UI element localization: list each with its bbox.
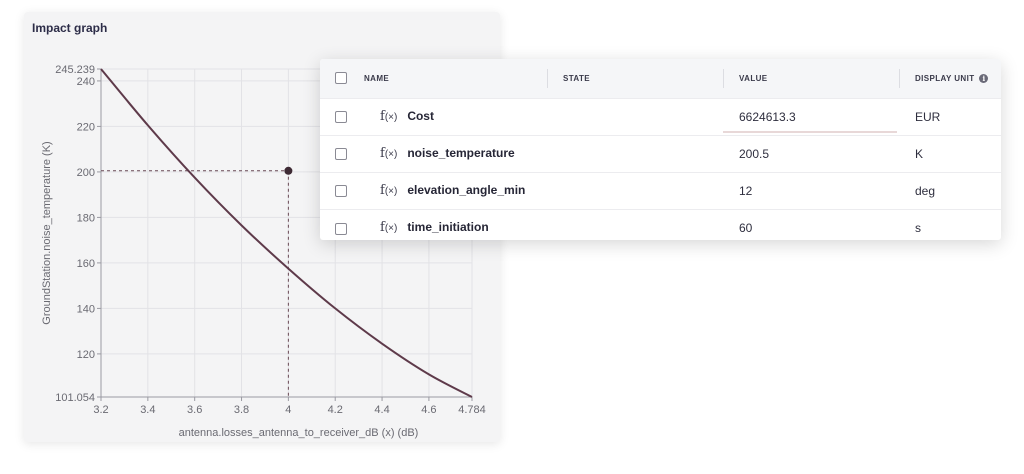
value-edit-underline: [723, 130, 897, 133]
x-tick-label: 3.6: [187, 404, 202, 416]
x-tick-label: 4.6: [421, 404, 436, 416]
table-row[interactable]: f(×) time_initiation 60 s: [320, 209, 1001, 240]
x-tick-label: 3.8: [234, 404, 249, 416]
table-row[interactable]: f(×) elevation_angle_min 12 deg: [320, 172, 1001, 209]
y-tick-label: 180: [77, 212, 95, 224]
select-all-checkbox[interactable]: [335, 72, 347, 85]
table-header-row: NAME STATE VALUE DISPLAY UNIT i: [320, 59, 1001, 98]
parameter-state: [547, 98, 723, 135]
x-tick-label: 4.784: [458, 404, 486, 416]
parameter-unit[interactable]: s: [915, 220, 921, 235]
y-tick-label: 220: [77, 121, 95, 133]
graph-title: Impact graph: [32, 21, 108, 35]
y-tick-label: 140: [77, 303, 95, 315]
parameter-unit[interactable]: K: [915, 146, 924, 161]
table-row[interactable]: f(×) noise_temperature 200.5 K: [320, 135, 1001, 172]
row-checkbox[interactable]: [335, 148, 347, 161]
function-icon: f(×): [380, 183, 398, 198]
row-checkbox[interactable]: [335, 111, 347, 124]
row-checkbox[interactable]: [335, 222, 347, 235]
x-tick-label: 4.2: [328, 404, 343, 416]
row-checkbox[interactable]: [335, 185, 347, 198]
parameter-state: [547, 172, 723, 209]
y-tick-label: 101.054: [55, 392, 95, 404]
parameter-name: time_initiation: [407, 220, 489, 235]
highlight-point: [284, 166, 293, 175]
parameter-name: elevation_angle_min: [407, 183, 526, 197]
y-tick-label: 160: [77, 258, 95, 270]
parameters-table-panel: NAME STATE VALUE DISPLAY UNIT i f(×) Cost …: [320, 59, 1001, 240]
select-all-cell: [320, 59, 364, 98]
function-icon: f(×): [380, 109, 398, 124]
x-tick-label: 3.4: [140, 404, 155, 416]
parameters-table: NAME STATE VALUE DISPLAY UNIT i f(×) Cost …: [320, 59, 1001, 240]
parameter-name: Cost: [407, 109, 434, 123]
column-header-display-unit[interactable]: DISPLAY UNIT i: [899, 59, 1001, 98]
column-header-state[interactable]: STATE: [547, 59, 723, 98]
column-header-value[interactable]: VALUE: [723, 59, 899, 98]
y-tick-label: 120: [77, 349, 95, 361]
parameter-value[interactable]: 60: [739, 220, 753, 235]
info-icon[interactable]: i: [979, 73, 989, 83]
x-tick-label: 4: [285, 404, 291, 416]
series-line: [100, 68, 473, 398]
y-tick-label: 200: [77, 167, 95, 179]
parameter-value[interactable]: 200.5: [739, 146, 770, 161]
x-tick-label: 3.2: [93, 404, 108, 416]
function-icon: f(×): [380, 146, 398, 161]
parameter-unit[interactable]: deg: [915, 183, 936, 198]
function-icon: f(×): [380, 220, 398, 236]
y-axis-label: GroundStation.noise_temperature (K): [41, 141, 53, 324]
y-tick-label: 240: [77, 76, 95, 88]
parameter-value[interactable]: 12: [739, 183, 753, 198]
parameter-value[interactable]: 6624613.3: [739, 109, 796, 124]
table-row[interactable]: f(×) Cost 6624613.3 EUR: [320, 98, 1001, 135]
parameter-unit[interactable]: EUR: [915, 109, 941, 124]
parameter-state: [547, 209, 723, 240]
parameter-name: noise_temperature: [407, 146, 515, 160]
y-tick-label: 245.239: [55, 64, 95, 76]
column-header-name[interactable]: NAME: [364, 73, 390, 83]
x-axis-label: antenna.losses_antenna_to_receiver_dB (x…: [179, 427, 419, 439]
parameter-state: [547, 135, 723, 172]
x-tick-label: 4.4: [374, 404, 389, 416]
